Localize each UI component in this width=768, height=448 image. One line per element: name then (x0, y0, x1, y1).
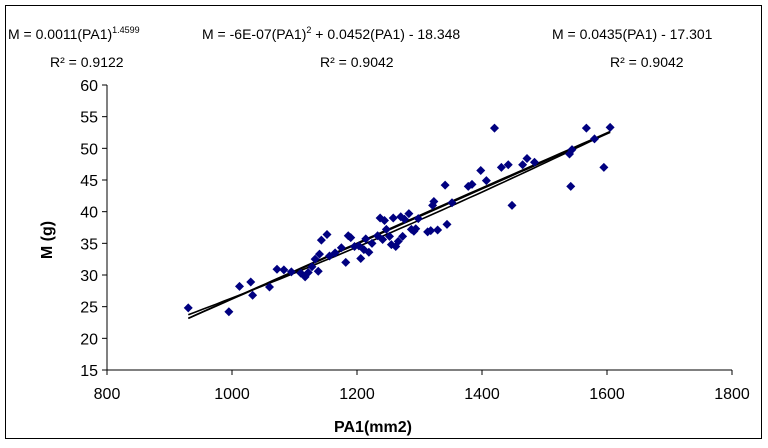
data-point (400, 214, 409, 224)
power-r2: R² = 0.9122 (50, 54, 124, 70)
x-tick-label: 1800 (714, 386, 750, 403)
data-point (503, 160, 513, 170)
data-point (404, 209, 414, 219)
data-point (356, 254, 366, 264)
x-tick-label: 1600 (589, 386, 625, 403)
x-tick-label: 1000 (214, 386, 250, 403)
data-point (567, 145, 577, 155)
power-equation: M = 0.0011(PA1)1.4599 (8, 25, 140, 42)
x-tick-label: 800 (94, 386, 121, 403)
data-point (522, 153, 532, 163)
data-point (322, 229, 332, 239)
data-point (530, 157, 539, 167)
data-point (313, 266, 323, 276)
data-point (440, 180, 450, 190)
data-point (590, 134, 599, 144)
data-point (315, 249, 324, 259)
data-point (476, 166, 486, 175)
data-point (224, 307, 234, 317)
data-point (481, 176, 491, 186)
data-point (433, 225, 443, 235)
y-tick-label: 15 (80, 363, 98, 380)
y-tick-label: 25 (80, 300, 98, 317)
data-point (447, 198, 457, 208)
data-point (398, 231, 408, 241)
data-point (346, 233, 356, 243)
data-point (248, 290, 258, 300)
data-point (467, 179, 477, 189)
data-point (378, 235, 388, 245)
data-point (380, 216, 389, 226)
poly-equation: M = -6E-07(PA1)2 + 0.0452(PA1) - 18.348 (202, 25, 460, 42)
data-point (279, 265, 289, 275)
data-point (393, 236, 403, 246)
data-point (341, 257, 351, 267)
y-tick-label: 35 (80, 236, 98, 253)
data-point (307, 262, 317, 272)
data-point (303, 267, 313, 277)
data-point (265, 282, 274, 292)
data-point (316, 235, 326, 245)
data-point (310, 254, 320, 264)
data-point (581, 123, 591, 133)
data-point (413, 214, 423, 224)
data-point (385, 231, 394, 241)
x-tick-label: 1400 (464, 386, 500, 403)
data-point (599, 162, 609, 172)
data-point (490, 123, 499, 133)
data-point (336, 243, 346, 253)
data-point (286, 267, 296, 277)
linear-equation: M = 0.0435(PA1) - 17.301 (552, 26, 713, 42)
y-tick-label: 55 (80, 110, 98, 127)
linear-trendline (187, 131, 611, 320)
y-tick-label: 45 (80, 173, 98, 190)
data-point (361, 234, 371, 244)
x-axis-label: PA1(mm2) (334, 419, 412, 436)
data-point (496, 162, 506, 172)
data-point (388, 213, 398, 223)
data-point (364, 247, 374, 257)
data-point (381, 224, 391, 234)
y-tick-label: 20 (80, 331, 98, 348)
data-point (429, 197, 439, 207)
data-point (367, 238, 377, 248)
data-point (246, 277, 256, 287)
data-point (518, 160, 528, 170)
data-point (566, 181, 576, 191)
data-point (183, 303, 193, 313)
y-axis-label: M (g) (39, 221, 56, 259)
data-point (426, 226, 436, 236)
data-point (442, 219, 452, 229)
data-point (411, 224, 421, 234)
data-point (330, 248, 340, 258)
y-tick-label: 50 (80, 141, 98, 158)
y-tick-label: 30 (80, 268, 98, 285)
linear-r2: R² = 0.9042 (610, 54, 684, 70)
data-point (507, 200, 517, 210)
y-tick-label: 60 (80, 78, 98, 95)
data-point (605, 122, 615, 132)
x-tick-label: 1200 (339, 386, 375, 403)
y-tick-label: 40 (80, 205, 98, 222)
poly-r2: R² = 0.9042 (320, 54, 394, 70)
data-point (235, 281, 244, 291)
data-point (272, 264, 282, 274)
